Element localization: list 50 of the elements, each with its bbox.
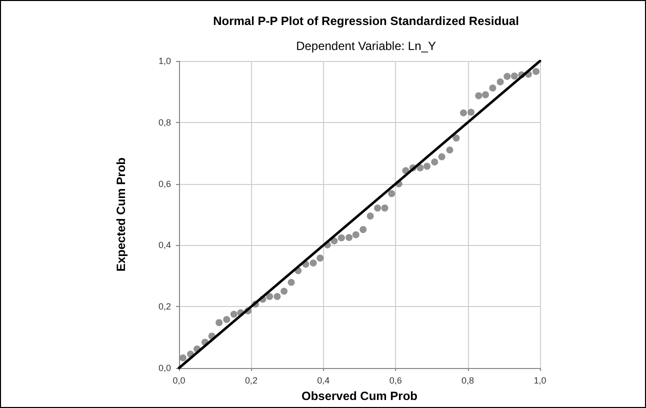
point — [288, 278, 295, 286]
point — [388, 190, 396, 198]
y-tick-label: 0,0 — [158, 363, 171, 373]
point — [274, 292, 281, 300]
point — [179, 354, 186, 362]
point — [352, 231, 360, 238]
point — [230, 310, 238, 318]
y-tick-label: 0,4 — [158, 240, 171, 250]
point — [366, 212, 374, 220]
y-tick-label: 0,2 — [158, 302, 171, 312]
x-tick-label: 0,0 — [172, 376, 186, 386]
x-tick-label: 1,0 — [534, 376, 546, 386]
x-tick-label: 0,8 — [462, 376, 474, 386]
point — [468, 108, 475, 116]
point — [475, 92, 482, 100]
point — [510, 72, 518, 80]
point — [266, 292, 274, 300]
point — [381, 204, 388, 212]
y-tick-label: 0,6 — [158, 178, 171, 189]
point — [431, 158, 438, 166]
point — [216, 319, 223, 326]
chart-subtitle: Dependent Variable: Ln_Y — [296, 39, 436, 53]
x-tick-label: 0,2 — [244, 376, 258, 386]
point — [310, 260, 317, 267]
point — [482, 91, 489, 98]
point — [460, 109, 467, 116]
x-axis-title: Observed Cum Prob — [301, 389, 418, 403]
point — [504, 72, 511, 80]
y-axis-title: Expected Cum Prob — [114, 157, 128, 272]
point — [374, 204, 382, 212]
point — [424, 162, 431, 170]
point — [346, 234, 353, 242]
point — [489, 84, 496, 92]
y-tick-label: 0,8 — [158, 117, 171, 128]
point — [316, 254, 324, 262]
point — [280, 288, 288, 295]
x-tick-label: 0,4 — [317, 376, 330, 386]
point — [446, 146, 454, 154]
point — [452, 134, 460, 142]
point — [338, 234, 345, 242]
point — [223, 316, 230, 323]
point — [496, 78, 504, 86]
point — [416, 164, 424, 172]
point — [360, 226, 367, 234]
point — [330, 237, 338, 244]
point — [532, 68, 540, 75]
chart-title: Normal P-P Plot of Regression Standardized Residual — [213, 14, 519, 28]
point — [438, 153, 446, 160]
y-tick-label: 1,0 — [158, 56, 171, 66]
x-tick-label: 0,6 — [389, 376, 402, 386]
